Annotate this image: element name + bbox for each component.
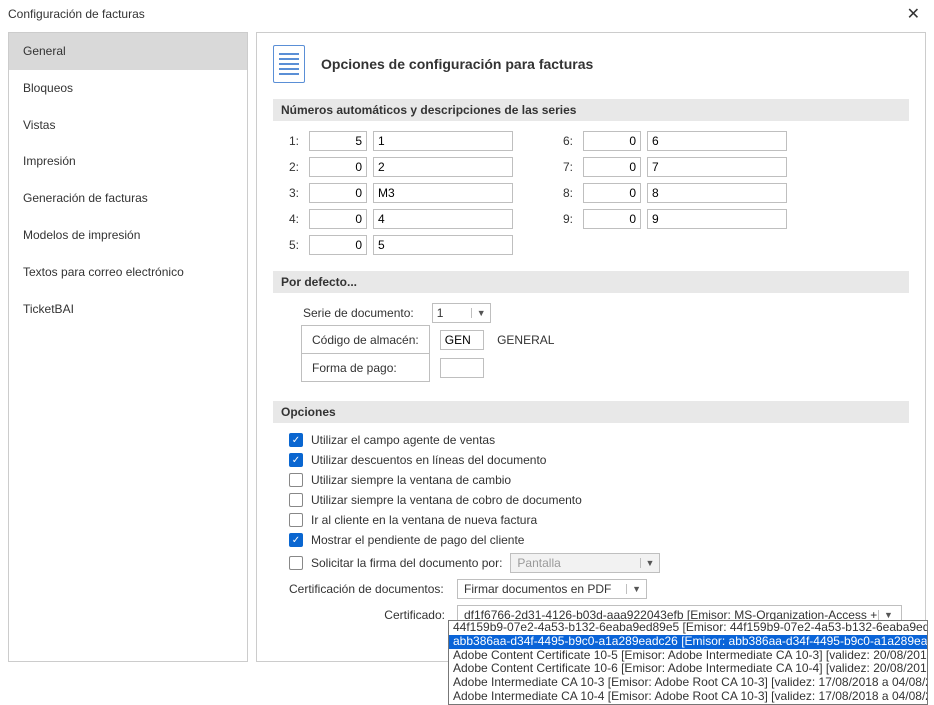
series-num-input[interactable] <box>309 209 367 229</box>
series-row-r-3: 9: <box>563 209 787 229</box>
option-label-0: Utilizar el campo agente de ventas <box>311 433 495 447</box>
dropdown-option-1[interactable]: abb386aa-d34f-4495-b9c0-a1a289eadc26 [Em… <box>449 635 927 649</box>
sidebar-item-3[interactable]: Impresión <box>9 143 247 180</box>
cert-label: Certificación de documentos: <box>289 582 449 596</box>
series-label: 4: <box>289 212 303 226</box>
defaults-heading: Por defecto... <box>273 271 909 293</box>
sidebar-item-7[interactable]: TicketBAI <box>9 291 247 328</box>
series-num-input[interactable] <box>583 157 641 177</box>
series-row-l-2: 3: <box>289 183 513 203</box>
series-row-l-0: 1: <box>289 131 513 151</box>
series-label: 1: <box>289 134 303 148</box>
certificado-dropdown[interactable]: 44f159b9-07e2-4a53-b132-6eaba9ed89e5 [Em… <box>448 620 928 705</box>
series-label: 2: <box>289 160 303 174</box>
option-label-2: Utilizar siempre la ventana de cambio <box>311 473 511 487</box>
certificado-label: Certificado: <box>289 608 449 622</box>
firma-value: Pantalla <box>511 556 639 570</box>
series-row-r-2: 8: <box>563 183 787 203</box>
sidebar: GeneralBloqueosVistasImpresiónGeneración… <box>8 32 248 662</box>
series-desc-input[interactable] <box>373 157 513 177</box>
cert-value: Firmar documentos en PDF <box>458 582 626 596</box>
option-label-1: Utilizar descuentos en líneas del docume… <box>311 453 546 467</box>
pago-label: Forma de pago: <box>302 354 430 382</box>
option-checkbox-2[interactable] <box>289 473 303 487</box>
option-row-4: Ir al cliente en la ventana de nueva fac… <box>289 513 909 527</box>
sidebar-item-4[interactable]: Generación de facturas <box>9 180 247 217</box>
almacen-label: Código de almacén: <box>302 326 430 354</box>
dropdown-option-3[interactable]: Adobe Content Certificate 10-6 [Emisor: … <box>449 662 927 676</box>
option-checkbox-1[interactable]: ✓ <box>289 453 303 467</box>
series-row-l-3: 4: <box>289 209 513 229</box>
option-label-4: Ir al cliente en la ventana de nueva fac… <box>311 513 537 527</box>
content-panel: Opciones de configuración para facturas … <box>256 32 926 662</box>
series-label: 6: <box>563 134 577 148</box>
series-row-l-4: 5: <box>289 235 513 255</box>
document-icon <box>273 45 305 83</box>
option-row-1: ✓ Utilizar descuentos en líneas del docum… <box>289 453 909 467</box>
dropdown-option-5[interactable]: Adobe Intermediate CA 10-4 [Emisor: Adob… <box>449 690 927 704</box>
option-label-5: Mostrar el pendiente de pago del cliente <box>311 533 524 547</box>
sidebar-item-1[interactable]: Bloqueos <box>9 70 247 107</box>
series-desc-input[interactable] <box>373 131 513 151</box>
series-desc-input[interactable] <box>373 235 513 255</box>
option-checkbox-3[interactable] <box>289 493 303 507</box>
titlebar: Configuración de facturas ✕ <box>0 0 934 28</box>
options-heading: Opciones <box>273 401 909 423</box>
firma-checkbox[interactable] <box>289 556 303 570</box>
series-heading: Números automáticos y descripciones de l… <box>273 99 909 121</box>
series-num-input[interactable] <box>583 209 641 229</box>
chevron-down-icon: ▼ <box>640 558 660 568</box>
option-row-5: ✓ Mostrar el pendiente de pago del client… <box>289 533 909 547</box>
chevron-down-icon: ▼ <box>626 584 646 594</box>
option-checkbox-4[interactable] <box>289 513 303 527</box>
series-row-r-0: 6: <box>563 131 787 151</box>
cert-select[interactable]: Firmar documentos en PDF ▼ <box>457 579 647 599</box>
window-title: Configuración de facturas <box>8 7 145 21</box>
serie-label: Serie de documento: <box>303 306 414 320</box>
series-desc-input[interactable] <box>647 157 787 177</box>
pago-input[interactable] <box>440 358 484 378</box>
series-label: 5: <box>289 238 303 252</box>
option-row-2: Utilizar siempre la ventana de cambio <box>289 473 909 487</box>
firma-label: Solicitar la firma del documento por: <box>311 556 502 570</box>
option-checkbox-5[interactable]: ✓ <box>289 533 303 547</box>
series-num-input[interactable] <box>583 131 641 151</box>
series-num-input[interactable] <box>309 183 367 203</box>
series-num-input[interactable] <box>309 235 367 255</box>
option-row-0: ✓ Utilizar el campo agente de ventas <box>289 433 909 447</box>
serie-value: 1 <box>437 306 461 320</box>
almacen-desc: GENERAL <box>497 333 554 347</box>
chevron-down-icon: ▼ <box>471 308 486 318</box>
dropdown-option-4[interactable]: Adobe Intermediate CA 10-3 [Emisor: Adob… <box>449 676 927 690</box>
series-label: 7: <box>563 160 577 174</box>
serie-select[interactable]: 1 ▼ <box>432 303 491 323</box>
series-num-input[interactable] <box>583 183 641 203</box>
dropdown-option-2[interactable]: Adobe Content Certificate 10-5 [Emisor: … <box>449 649 927 663</box>
series-row-l-1: 2: <box>289 157 513 177</box>
dropdown-option-0[interactable]: 44f159b9-07e2-4a53-b132-6eaba9ed89e5 [Em… <box>449 621 927 635</box>
series-label: 9: <box>563 212 577 226</box>
sidebar-item-6[interactable]: Textos para correo electrónico <box>9 254 247 291</box>
option-label-3: Utilizar siempre la ventana de cobro de … <box>311 493 582 507</box>
almacen-code-input[interactable] <box>440 330 484 350</box>
sidebar-item-2[interactable]: Vistas <box>9 107 247 144</box>
option-checkbox-0[interactable]: ✓ <box>289 433 303 447</box>
series-label: 3: <box>289 186 303 200</box>
page-title: Opciones de configuración para facturas <box>321 56 593 72</box>
firma-select[interactable]: Pantalla ▼ <box>510 553 660 573</box>
series-label: 8: <box>563 186 577 200</box>
series-desc-input[interactable] <box>373 183 513 203</box>
sidebar-item-5[interactable]: Modelos de impresión <box>9 217 247 254</box>
series-num-input[interactable] <box>309 157 367 177</box>
chevron-down-icon: ▼ <box>878 610 898 620</box>
series-row-r-1: 7: <box>563 157 787 177</box>
series-desc-input[interactable] <box>647 183 787 203</box>
option-row-3: Utilizar siempre la ventana de cobro de … <box>289 493 909 507</box>
series-desc-input[interactable] <box>647 131 787 151</box>
series-desc-input[interactable] <box>647 209 787 229</box>
series-num-input[interactable] <box>309 131 367 151</box>
series-desc-input[interactable] <box>373 209 513 229</box>
sidebar-item-0[interactable]: General <box>9 33 247 70</box>
close-icon[interactable]: ✕ <box>901 4 926 24</box>
